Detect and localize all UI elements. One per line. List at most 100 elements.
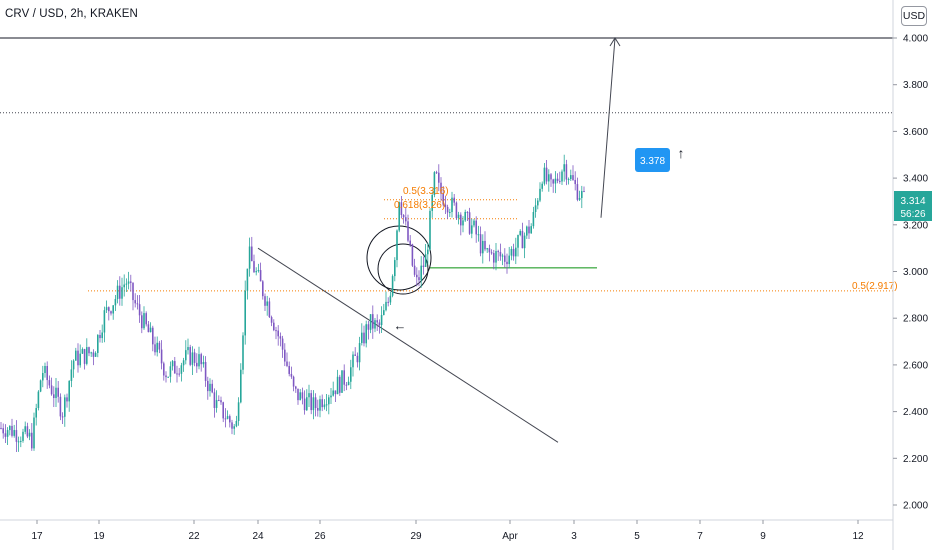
x-tick-label: 12 (852, 531, 864, 542)
candle-body (369, 314, 372, 330)
up-arrow-annotation: ↑ (678, 145, 685, 161)
candle-body (409, 240, 411, 245)
drawing-tools (257, 37, 621, 443)
candle-body (325, 404, 328, 406)
candle-body (42, 373, 44, 381)
candle-body (22, 431, 24, 441)
candle-body (39, 380, 42, 392)
chart-labels: 0.5(3.316) 0.618(3.26) 0.5(2.917) 3.378 ↑ ← (394, 145, 898, 333)
candle-body (141, 315, 143, 329)
candle-body (504, 255, 506, 262)
candle-body (506, 261, 508, 265)
candle-body (101, 332, 103, 339)
x-tick-label: 24 (252, 531, 264, 542)
candle-body (297, 388, 299, 401)
candle-body (136, 303, 139, 305)
candle-body (127, 281, 130, 284)
candle-body (211, 383, 213, 393)
candle-body (20, 440, 22, 442)
candle-body (438, 172, 440, 183)
candles (0, 154, 585, 452)
candle-body (306, 397, 308, 411)
candle-body (46, 366, 48, 381)
candle-body (92, 352, 95, 357)
candle-body (224, 418, 227, 420)
candle-body (145, 313, 147, 325)
candle-body (268, 301, 271, 318)
candle-body (33, 417, 35, 449)
candle-body (152, 327, 154, 345)
candle-body (292, 376, 295, 387)
candle-body (328, 397, 330, 405)
candle-body (343, 370, 345, 385)
candle-body (486, 248, 488, 250)
candle-body (295, 386, 297, 389)
candle-body (356, 355, 359, 363)
last-price-text: 3.314 (900, 196, 925, 207)
candle-body (138, 304, 141, 316)
x-tick-label: 3 (571, 531, 577, 542)
candle-body (339, 376, 341, 393)
candle-body (277, 330, 279, 337)
candle-body (532, 212, 535, 227)
candle-body (167, 376, 169, 378)
candle-body (464, 211, 466, 221)
candle-body (534, 205, 537, 213)
candle-body (235, 420, 238, 427)
candle-body (229, 416, 231, 423)
candle-body (176, 373, 178, 375)
candle-body (497, 251, 499, 253)
candle-body (187, 347, 189, 351)
candle-body (556, 178, 559, 181)
candle-body (508, 255, 510, 265)
candle-body (543, 167, 546, 184)
left-arrow-annotation: ← (394, 318, 407, 333)
candle-body (130, 281, 132, 283)
candle-body (490, 252, 493, 254)
candle-body (394, 260, 396, 277)
candle-body (28, 432, 31, 437)
candle-body (262, 281, 264, 297)
candle-body (180, 365, 183, 374)
candle-body (121, 287, 123, 299)
candle-body (9, 425, 11, 431)
currency-button[interactable]: USD (901, 6, 927, 26)
candle-body (48, 380, 51, 386)
candle-body (86, 347, 88, 364)
candle-body (471, 225, 473, 234)
candle-body (114, 298, 117, 306)
candle-body (380, 314, 383, 326)
candle-body (387, 301, 389, 303)
candle-body (233, 426, 235, 429)
countdown-text: 56:26 (900, 209, 925, 220)
candle-body (4, 433, 7, 437)
candle-body (570, 175, 572, 180)
candle-body (191, 352, 194, 365)
candle-body (350, 367, 352, 382)
candle-body (88, 347, 90, 354)
candle-body (143, 313, 145, 329)
candle-body (160, 349, 163, 364)
x-tick-label: Apr (502, 531, 518, 542)
candle-body (24, 426, 26, 432)
candle-body (31, 432, 33, 449)
candle-body (17, 441, 20, 443)
candle-body (26, 426, 29, 437)
candle-body (396, 230, 398, 261)
candle-body (198, 354, 200, 367)
candle-body (495, 251, 497, 263)
candle-body (163, 363, 165, 376)
candle-body (385, 301, 387, 311)
candle-body (330, 395, 332, 398)
horizontal-levels (0, 37, 893, 292)
candle-body (363, 332, 365, 344)
candle-body (75, 350, 77, 361)
candle-body (222, 402, 224, 419)
candle-body (422, 265, 425, 267)
candle-body (112, 305, 114, 314)
candle-body (231, 422, 233, 429)
candle-body (334, 390, 337, 395)
candle-body (255, 271, 257, 273)
